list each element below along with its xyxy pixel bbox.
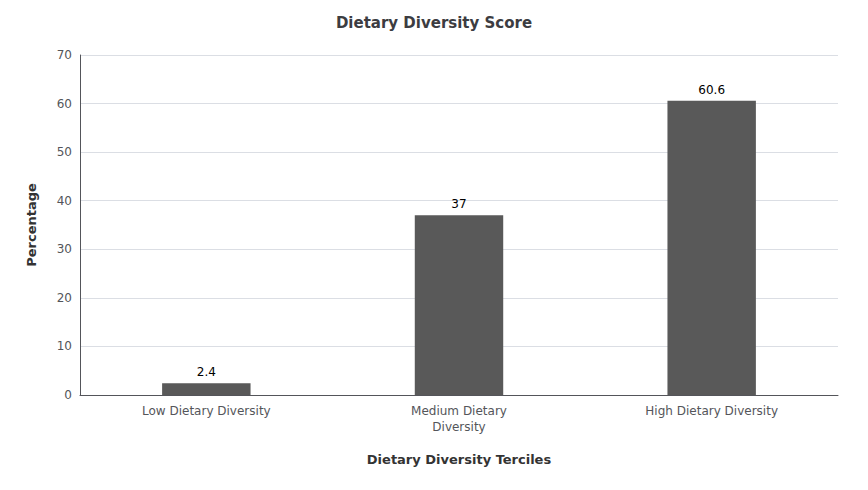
svg-text:30: 30 xyxy=(57,242,72,256)
svg-text:Low Dietary Diversity: Low Dietary Diversity xyxy=(142,404,271,418)
svg-text:20: 20 xyxy=(57,291,72,305)
svg-text:2.4: 2.4 xyxy=(197,365,216,379)
svg-text:37: 37 xyxy=(451,197,466,211)
svg-text:10: 10 xyxy=(57,339,72,353)
svg-text:70: 70 xyxy=(57,48,72,62)
svg-text:High Dietary Diversity: High Dietary Diversity xyxy=(645,404,778,418)
svg-text:50: 50 xyxy=(57,145,72,159)
svg-text:60.6: 60.6 xyxy=(698,83,725,97)
svg-text:0: 0 xyxy=(64,388,72,402)
svg-text:40: 40 xyxy=(57,194,72,208)
svg-text:Dietary Diversity Score: Dietary Diversity Score xyxy=(336,14,532,32)
svg-text:60: 60 xyxy=(57,97,72,111)
svg-text:Percentage: Percentage xyxy=(24,183,39,267)
svg-text:Diversity: Diversity xyxy=(432,420,485,434)
svg-text:Dietary Diversity Terciles: Dietary Diversity Terciles xyxy=(367,452,552,467)
svg-text:Medium Dietary: Medium Dietary xyxy=(411,404,507,418)
